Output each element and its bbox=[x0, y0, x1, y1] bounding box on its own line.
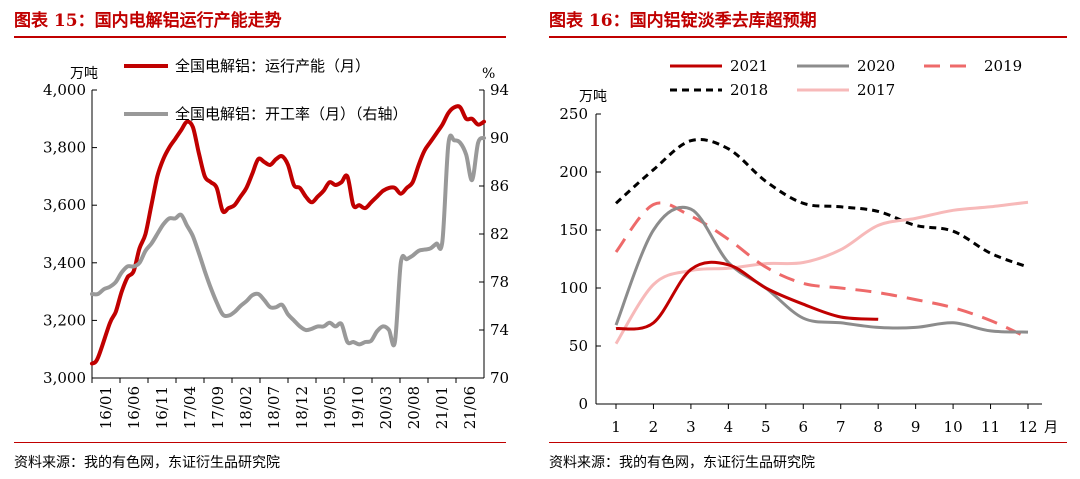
right-x-tick-label: 12 bbox=[1018, 418, 1037, 436]
right-y-tick-label: 200 bbox=[559, 163, 588, 181]
left-x-tick-label: 18/02 bbox=[237, 386, 255, 429]
right-series-line-2021 bbox=[615, 260, 879, 331]
left-source-rule bbox=[14, 442, 506, 443]
left-x-tick-label: 16/11 bbox=[153, 386, 171, 429]
right-series-line-2017 bbox=[614, 200, 1029, 345]
left-x-tick-label: 19/05 bbox=[321, 386, 339, 429]
left-y2-tick-label: 94 bbox=[490, 81, 509, 99]
right-y-tick-label: 50 bbox=[569, 337, 588, 355]
left-y-axis-label: 万吨 bbox=[70, 66, 98, 82]
left-y2-tick-label: 70 bbox=[490, 369, 509, 387]
left-y2-tick-label: 78 bbox=[490, 273, 509, 291]
right-legend-label-2020: 2020 bbox=[857, 57, 895, 75]
left-y-tick-label: 3,400 bbox=[43, 254, 86, 272]
right-source-rule bbox=[549, 442, 1067, 443]
right-legend-label-2021: 2021 bbox=[730, 57, 768, 75]
left-y2-tick-label: 90 bbox=[490, 129, 509, 147]
left-x-tick-label: 17/04 bbox=[181, 386, 199, 429]
right-x-tick-label: 4 bbox=[724, 418, 734, 436]
right-title-rule bbox=[549, 36, 1067, 38]
right-legend-label-2018: 2018 bbox=[730, 81, 768, 99]
left-x-tick-label: 19/10 bbox=[349, 386, 367, 429]
left-y2-tick-label: 82 bbox=[490, 225, 509, 243]
right-chart-title: 图表 16：国内铝锭淡季去库超预期 bbox=[549, 11, 817, 31]
left-chart-source: 资料来源：我的有色网，东证衍生品研究院 bbox=[14, 455, 280, 471]
right-x-tick-label: 7 bbox=[836, 418, 846, 436]
right-x-tick-label: 3 bbox=[686, 418, 696, 436]
right-y-tick-label: 100 bbox=[559, 279, 588, 297]
left-x-tick-label: 16/01 bbox=[97, 386, 115, 429]
left-x-tick-label: 20/08 bbox=[405, 386, 423, 429]
left-x-tick-label: 21/01 bbox=[433, 386, 451, 429]
right-series-line-2019 bbox=[614, 201, 1029, 340]
left-y2-tick-label: 74 bbox=[490, 321, 509, 339]
left-series-line-2 bbox=[90, 133, 486, 348]
left-legend-label-2: 全国电解铝：开工率（月）（右轴） bbox=[175, 105, 408, 123]
right-legend-label-2019: 2019 bbox=[984, 57, 1022, 75]
right-series-line-2018 bbox=[614, 138, 1029, 269]
left-y-tick-label: 4,000 bbox=[43, 81, 86, 99]
right-x-tick-label: 2 bbox=[649, 418, 659, 436]
left-x-tick-label: 21/06 bbox=[461, 386, 479, 429]
left-y-tick-label: 3,800 bbox=[43, 139, 86, 157]
left-x-tick-label: 20/03 bbox=[377, 386, 395, 429]
left-x-tick-label: 18/12 bbox=[293, 386, 311, 429]
left-x-tick-label: 16/06 bbox=[125, 386, 143, 429]
left-x-tick-label: 17/09 bbox=[209, 386, 227, 429]
right-y-tick-label: 0 bbox=[578, 395, 588, 413]
left-y-tick-label: 3,000 bbox=[43, 369, 86, 387]
right-x-tick-label: 6 bbox=[798, 418, 808, 436]
right-x-axis-label: 月 bbox=[1044, 420, 1058, 436]
right-series-line-2020 bbox=[614, 205, 1029, 334]
right-x-tick-label: 9 bbox=[911, 418, 921, 436]
right-x-tick-label: 8 bbox=[873, 418, 883, 436]
right-y-tick-label: 250 bbox=[559, 105, 588, 123]
right-x-tick-label: 1 bbox=[611, 418, 621, 436]
left-x-tick-label: 18/07 bbox=[265, 386, 283, 429]
left-legend-label-1: 全国电解铝：运行产能（月） bbox=[175, 57, 370, 75]
right-y-axis-label: 万吨 bbox=[579, 89, 607, 105]
right-legend-label-2017: 2017 bbox=[857, 81, 895, 99]
right-x-tick-label: 10 bbox=[944, 418, 963, 436]
left-y-tick-label: 3,200 bbox=[43, 311, 86, 329]
left-series-line-1 bbox=[90, 104, 486, 366]
right-chart-source: 资料来源：我的有色网，东证衍生品研究院 bbox=[549, 455, 815, 471]
right-x-tick-label: 11 bbox=[981, 418, 1000, 436]
left-y2-tick-label: 86 bbox=[490, 177, 509, 195]
left-chart-title: 图表 15：国内电解铝运行产能走势 bbox=[14, 11, 282, 31]
left-y-tick-label: 3,600 bbox=[43, 196, 86, 214]
left-title-rule bbox=[14, 36, 506, 38]
right-x-tick-label: 5 bbox=[761, 418, 771, 436]
left-y2-axis-label: % bbox=[482, 66, 495, 82]
right-y-tick-label: 150 bbox=[559, 221, 588, 239]
